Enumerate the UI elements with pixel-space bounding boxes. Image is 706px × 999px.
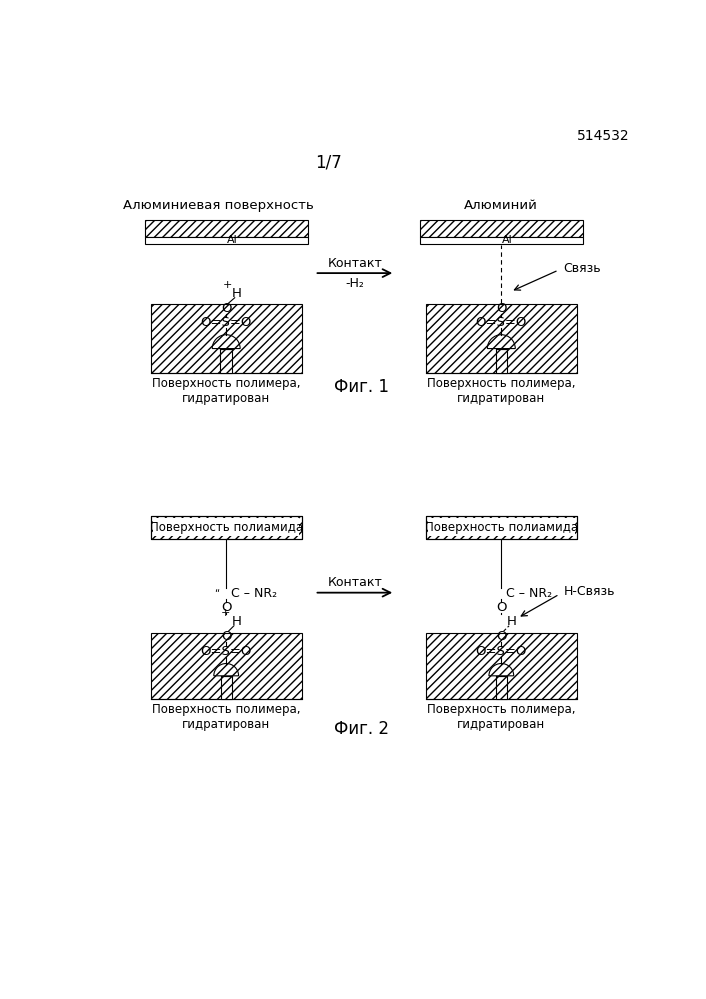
Bar bbox=[153, 517, 299, 536]
Text: H: H bbox=[506, 614, 516, 627]
Text: Фиг. 1: Фиг. 1 bbox=[335, 378, 389, 396]
Text: Поверхность полиамида: Поверхность полиамида bbox=[150, 520, 303, 533]
Bar bbox=[496, 675, 507, 699]
Text: Поверхность полимера,
гидратирован: Поверхность полимера, гидратирован bbox=[427, 377, 575, 405]
Bar bbox=[145, 220, 308, 237]
Bar bbox=[420, 237, 582, 244]
Text: O=S=O: O=S=O bbox=[476, 316, 527, 329]
Text: O: O bbox=[221, 630, 232, 643]
Wedge shape bbox=[487, 335, 515, 349]
Bar bbox=[150, 515, 301, 538]
Text: O: O bbox=[221, 600, 232, 613]
Text: Поверхность полимера,
гидратирован: Поверхность полимера, гидратирован bbox=[427, 702, 575, 731]
Text: Алюминиевая поверхность: Алюминиевая поверхность bbox=[123, 199, 314, 212]
Text: Поверхность полимера,
гидратирован: Поверхность полимера, гидратирован bbox=[152, 377, 301, 405]
Text: Связь: Связь bbox=[563, 262, 601, 275]
Text: C – NR₂: C – NR₂ bbox=[231, 587, 277, 600]
Text: -H₂: -H₂ bbox=[345, 277, 364, 290]
Text: Фиг. 2: Фиг. 2 bbox=[335, 720, 389, 738]
Bar bbox=[150, 304, 301, 374]
Bar bbox=[426, 515, 577, 538]
Text: +: + bbox=[221, 608, 230, 618]
Bar bbox=[428, 517, 575, 536]
Wedge shape bbox=[214, 663, 239, 675]
Text: Al: Al bbox=[502, 236, 513, 246]
Text: H: H bbox=[232, 614, 241, 627]
Bar bbox=[496, 349, 507, 374]
Bar bbox=[220, 349, 232, 374]
Text: 514532: 514532 bbox=[578, 129, 630, 143]
Text: Контакт: Контакт bbox=[328, 257, 382, 270]
Text: O=S=O: O=S=O bbox=[476, 644, 527, 657]
Text: O: O bbox=[496, 600, 507, 613]
Text: Поверхность полиамида: Поверхность полиамида bbox=[425, 520, 578, 533]
Bar bbox=[426, 515, 577, 538]
Bar bbox=[145, 237, 308, 244]
Text: H: H bbox=[232, 287, 242, 300]
Bar bbox=[150, 515, 301, 538]
Text: Н-Связь: Н-Связь bbox=[563, 585, 615, 598]
Wedge shape bbox=[489, 663, 514, 675]
Text: Al: Al bbox=[227, 236, 238, 246]
Text: O: O bbox=[496, 302, 507, 315]
Text: Поверхность полимера,
гидратирован: Поверхность полимера, гидратирован bbox=[152, 702, 301, 731]
Text: O: O bbox=[221, 302, 232, 315]
Text: C – NR₂: C – NR₂ bbox=[506, 587, 552, 600]
Text: Алюминий: Алюминий bbox=[465, 199, 538, 212]
Bar bbox=[426, 633, 577, 699]
Bar bbox=[221, 675, 232, 699]
Text: 1/7: 1/7 bbox=[315, 153, 342, 171]
Bar bbox=[420, 220, 582, 237]
Text: “: “ bbox=[215, 587, 220, 597]
Text: +: + bbox=[223, 281, 232, 291]
Text: Контакт: Контакт bbox=[328, 576, 382, 589]
Text: O=S=O: O=S=O bbox=[201, 644, 252, 657]
Wedge shape bbox=[213, 335, 240, 349]
Bar bbox=[150, 633, 301, 699]
Text: O=S=O: O=S=O bbox=[201, 316, 252, 329]
Bar bbox=[426, 304, 577, 374]
Text: O: O bbox=[496, 630, 507, 643]
